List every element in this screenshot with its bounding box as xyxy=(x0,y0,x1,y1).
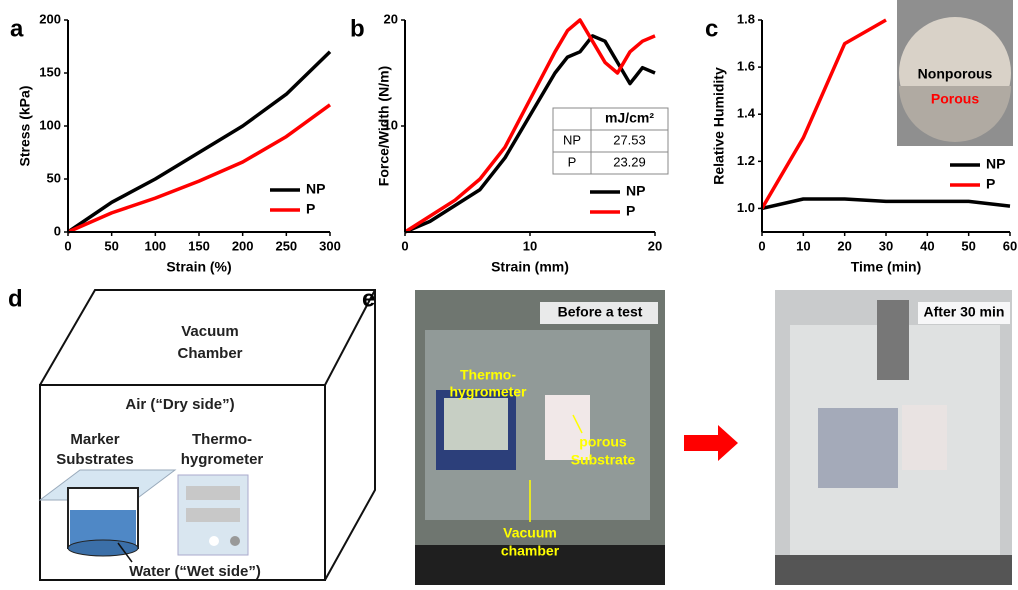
series-line xyxy=(67,103,332,234)
x-tick-label: 30 xyxy=(879,238,893,253)
legend-label: NP xyxy=(986,156,1005,172)
water-label: Water (“Wet side”) xyxy=(129,563,261,580)
chamber-cube xyxy=(39,289,376,581)
x-tick-label: 150 xyxy=(188,238,210,253)
legend-label: NP xyxy=(626,183,645,199)
series-line xyxy=(760,18,887,210)
meter-label: Thermo- xyxy=(192,431,252,448)
y-axis-label: Stress (kPa) xyxy=(17,86,33,167)
panel-label: e xyxy=(362,285,375,312)
meter-photo xyxy=(818,408,898,488)
legend-label: NP xyxy=(306,181,325,197)
panel-label: a xyxy=(10,15,24,42)
y-tick-label: 1.0 xyxy=(737,200,755,215)
photo-caption: After 30 min xyxy=(924,304,1005,320)
y-tick-label: 1.8 xyxy=(737,11,755,26)
series-line xyxy=(761,197,1011,211)
pointer xyxy=(117,542,133,563)
x-tick-label: 50 xyxy=(961,238,975,253)
x-tick-label: 250 xyxy=(275,238,297,253)
x-tick-label: 100 xyxy=(144,238,166,253)
x-tick-label: 200 xyxy=(232,238,254,253)
photo-annotation: Thermo- xyxy=(460,367,516,383)
x-axis-label: Strain (%) xyxy=(166,259,231,275)
x-tick-label: 60 xyxy=(1003,238,1017,253)
x-axis-label: Strain (mm) xyxy=(491,259,569,275)
photo-annotation: chamber xyxy=(501,543,560,559)
cup-photo xyxy=(545,395,590,460)
y-axis-label: Relative Humidity xyxy=(711,67,727,185)
chamber-label: Chamber xyxy=(177,345,242,362)
photo-annotation: Substrate xyxy=(571,452,636,468)
x-tick-label: 50 xyxy=(104,238,118,253)
panel-label: b xyxy=(350,15,365,42)
y-tick-label: 1.4 xyxy=(737,106,756,121)
latch-photo xyxy=(877,300,909,380)
series-line xyxy=(404,18,656,234)
table-photo xyxy=(415,545,665,585)
inset-label: Nonporous xyxy=(918,66,993,82)
y-tick-label: 1.2 xyxy=(737,153,755,168)
meter-screen xyxy=(186,486,240,500)
photo-annotation: Vacuum xyxy=(503,525,557,541)
table-header: mJ/cm² xyxy=(605,110,654,126)
y-tick-label: 150 xyxy=(39,64,61,79)
meter-screen xyxy=(186,508,240,522)
table-cell: P xyxy=(568,154,577,169)
x-tick-label: 0 xyxy=(64,238,71,253)
y-tick-label: 20 xyxy=(384,11,398,26)
y-tick-label: 100 xyxy=(39,117,61,132)
y-tick-label: 200 xyxy=(39,11,61,26)
label-box xyxy=(540,302,658,324)
x-tick-label: 10 xyxy=(523,238,537,253)
beaker-base xyxy=(67,539,139,557)
table-cell: 23.29 xyxy=(613,154,646,169)
legend-label: P xyxy=(306,201,315,217)
series-line xyxy=(67,50,332,234)
panel-label: c xyxy=(705,15,718,42)
table-box xyxy=(552,107,669,175)
photo-annotation: porous xyxy=(579,434,627,450)
table-cell: 27.53 xyxy=(613,132,646,147)
arrow xyxy=(684,425,738,461)
y-axis-label: Force/Width (N/m) xyxy=(376,66,392,186)
x-tick-label: 40 xyxy=(920,238,934,253)
table-cell: NP xyxy=(563,132,581,147)
y-tick-label: 0 xyxy=(54,223,61,238)
table-photo xyxy=(775,555,1012,585)
panel-label: d xyxy=(8,285,23,312)
cup-photo xyxy=(902,405,947,470)
chamber-label: Vacuum xyxy=(181,323,239,340)
substrate-label: Substrates xyxy=(56,451,134,468)
label-box xyxy=(918,302,1010,324)
meter-button xyxy=(209,536,219,546)
x-tick-label: 300 xyxy=(319,238,341,253)
inset-label: Porous xyxy=(931,91,979,107)
x-tick-label: 0 xyxy=(401,238,408,253)
series-line xyxy=(404,34,656,234)
air-label: Air (“Dry side”) xyxy=(125,396,234,413)
x-tick-label: 0 xyxy=(758,238,765,253)
y-tick-label: 1.6 xyxy=(737,59,755,74)
photo-annotation: hygrometer xyxy=(449,384,527,400)
substrate-label: Marker xyxy=(70,431,119,448)
y-tick-label: 50 xyxy=(47,170,61,185)
legend-label: P xyxy=(626,203,635,219)
legend-label: P xyxy=(986,176,995,192)
meter-button xyxy=(230,536,240,546)
x-tick-label: 10 xyxy=(796,238,810,253)
y-tick-label: 10 xyxy=(384,117,398,132)
x-tick-label: 20 xyxy=(837,238,851,253)
meter-label: hygrometer xyxy=(181,451,264,468)
photo-caption: Before a test xyxy=(558,304,643,320)
x-axis-label: Time (min) xyxy=(851,259,922,275)
x-tick-label: 20 xyxy=(648,238,662,253)
inset-disk-lower xyxy=(899,86,1011,142)
pointer xyxy=(572,414,583,434)
meter-photo-screen xyxy=(444,398,508,450)
